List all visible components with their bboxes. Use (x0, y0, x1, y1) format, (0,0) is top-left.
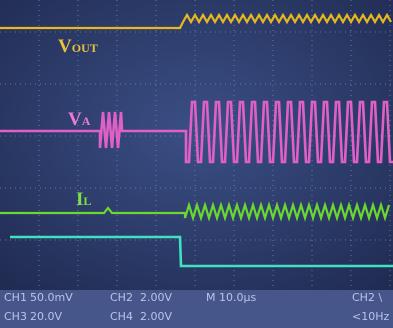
status-text: 2.00V (140, 291, 172, 304)
label-subscript: A (82, 114, 91, 128)
label-subscript: OUT (72, 41, 98, 55)
waveform (0, 12, 392, 30)
waveform (0, 201, 391, 222)
trace-label: IL (76, 189, 91, 210)
status-text: 50.0mV (30, 291, 73, 304)
label-subscript: L (83, 194, 91, 208)
status-bar (0, 290, 393, 328)
status-text: CH2 (110, 291, 133, 304)
status-text: M 10.0µs (206, 291, 256, 304)
label-letter: V (68, 109, 82, 130)
label-letter: V (58, 36, 72, 57)
status-text: <10Hz (352, 310, 389, 323)
status-text: CH2 \ (352, 291, 382, 304)
trace-label: VOUT (58, 36, 98, 57)
status-text: 2.00V (140, 310, 172, 323)
status-text: CH3 (4, 310, 27, 323)
waveform (0, 100, 393, 164)
waveforms (0, 12, 393, 268)
trace-label: VA (68, 109, 91, 130)
status-text: 20.0V (30, 310, 62, 323)
grid (0, 0, 393, 288)
label-letter: I (76, 189, 83, 210)
status-text: CH1 (4, 291, 27, 304)
status-text: CH4 (110, 310, 133, 323)
waveform (10, 235, 393, 268)
